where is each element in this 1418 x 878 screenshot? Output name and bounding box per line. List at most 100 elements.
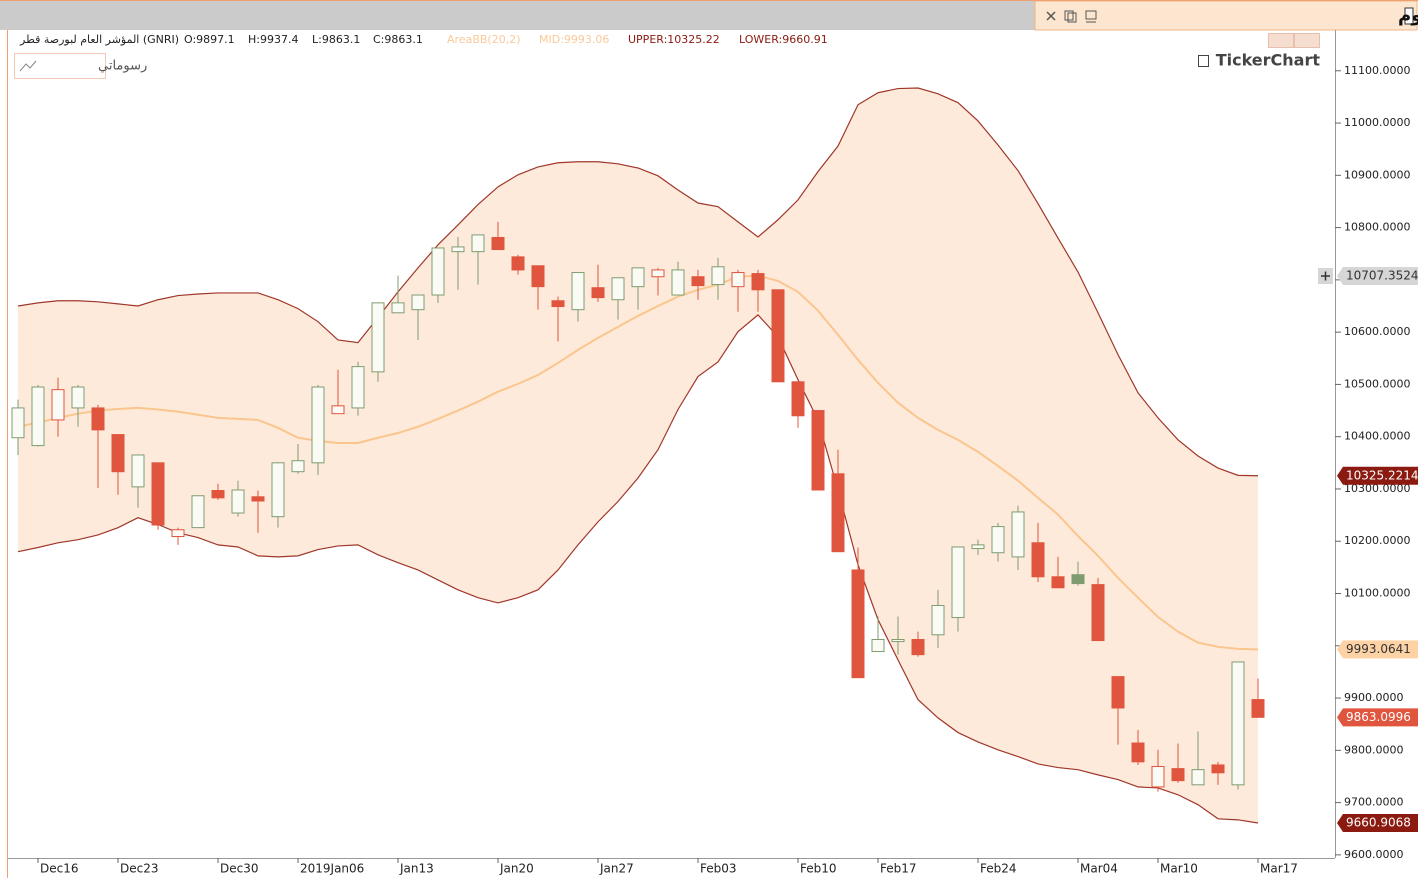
y-tick-label: 10100.0000 xyxy=(1344,587,1410,600)
candle-body xyxy=(631,267,645,288)
candle-body xyxy=(811,410,825,491)
candle-body xyxy=(231,489,245,514)
candle-body xyxy=(731,272,745,288)
price-tag xyxy=(1337,640,1418,659)
candle-body xyxy=(371,302,385,373)
candle-body xyxy=(1191,769,1205,786)
candle-body xyxy=(51,389,65,421)
checkbox[interactable] xyxy=(1404,7,1414,25)
window-title: المؤشر العام لبورصة قطر - يوم xyxy=(1398,5,1418,26)
candle-body xyxy=(1051,576,1065,589)
candle-body xyxy=(311,386,325,464)
candle-body xyxy=(791,381,805,417)
candle-body xyxy=(651,269,665,278)
candle-body xyxy=(151,462,165,526)
candle-body xyxy=(251,496,265,502)
legend-item: H:9937.4 xyxy=(248,33,298,46)
candle-body xyxy=(111,434,125,473)
x-tick-label: Feb24 xyxy=(980,862,1017,876)
candle-body xyxy=(291,460,305,473)
price-tag-label: 9863.0996 xyxy=(1346,710,1411,724)
candle-body xyxy=(571,272,585,311)
price-tag xyxy=(1337,267,1418,286)
x-tick-label: Mar17 xyxy=(1260,862,1298,876)
candle-body xyxy=(1211,764,1225,774)
price-tag-label: 10325.2214 xyxy=(1346,468,1418,482)
candle-body xyxy=(511,256,525,271)
title-bar xyxy=(0,0,1035,30)
candle-body xyxy=(831,473,845,553)
band-lower xyxy=(17,314,1259,824)
candle-body xyxy=(691,276,705,287)
legend-item: MID:9993.06 xyxy=(539,33,609,46)
candle-body xyxy=(931,605,945,636)
x-tick-label: Feb03 xyxy=(700,862,737,876)
candle-body xyxy=(1011,511,1025,558)
legend-item: AreaBB(20,2) xyxy=(447,33,520,46)
price-tag-label: 9660.9068 xyxy=(1346,816,1411,830)
legend-item: UPPER:10325.22 xyxy=(628,33,720,46)
candle-body xyxy=(591,287,605,299)
x-tick-label: Jan20 xyxy=(499,862,534,876)
drawings-button[interactable]: رسوماتي xyxy=(14,53,148,79)
legend-item: C:9863.1 xyxy=(373,33,423,46)
candle-body xyxy=(871,639,885,653)
candle-body xyxy=(1091,584,1105,642)
y-tick-label: 10500.0000 xyxy=(1344,377,1410,390)
legend-item: L:9863.1 xyxy=(312,33,360,46)
y-tick-label: 10300.0000 xyxy=(1344,482,1410,495)
x-tick-label: Mar04 xyxy=(1080,862,1118,876)
candle-body xyxy=(891,639,905,643)
candle-body xyxy=(211,490,225,499)
logo-icon xyxy=(1198,55,1209,67)
candle-body xyxy=(551,300,565,308)
candle-body xyxy=(391,302,405,314)
candle-body xyxy=(411,294,425,311)
candle-body xyxy=(991,526,1005,554)
y-tick-label: 10900.0000 xyxy=(1344,168,1410,181)
candle-body xyxy=(471,234,485,253)
price-tag xyxy=(1337,708,1418,727)
x-tick-label: Feb17 xyxy=(880,862,917,876)
candle-body xyxy=(1251,699,1265,718)
legend-item: المؤشر العام لبورصة قطر (GNRI) xyxy=(19,33,179,46)
plot-area xyxy=(11,87,1265,824)
title-box xyxy=(1034,0,1418,31)
y-tick-label: 10800.0000 xyxy=(1344,221,1410,234)
candle-body xyxy=(751,273,765,291)
candle-body xyxy=(191,495,205,529)
window-buttons[interactable] xyxy=(1064,10,1097,23)
candle-body xyxy=(911,639,925,656)
close-button[interactable] xyxy=(1046,11,1056,21)
x-tick-label: Feb10 xyxy=(800,862,837,876)
candle-body xyxy=(611,277,625,301)
y-tick-label: 10200.0000 xyxy=(1344,534,1410,547)
candle-body xyxy=(11,407,25,439)
candle-body xyxy=(271,462,285,518)
candle-body xyxy=(1231,661,1245,786)
candle-body xyxy=(331,405,345,415)
candle-body xyxy=(531,265,545,288)
candle-body xyxy=(31,386,45,447)
band-middle xyxy=(17,274,1259,651)
drawings-button-label[interactable]: رسوماتي xyxy=(98,59,147,74)
price-tag-label: 9993.0641 xyxy=(1346,642,1411,656)
y-tick-label: 9600.0000 xyxy=(1344,848,1404,861)
candle-body xyxy=(351,366,365,409)
x-tick-label: Jan13 xyxy=(399,862,434,876)
candle-body xyxy=(171,529,185,538)
price-tag xyxy=(1337,814,1418,833)
candle-body xyxy=(1111,676,1125,709)
y-tick-label: 9900.0000 xyxy=(1344,691,1404,704)
candle-body xyxy=(671,269,685,296)
watermark: TickerChart xyxy=(1216,51,1321,70)
candle-body xyxy=(971,544,985,550)
candle-body xyxy=(131,454,145,488)
candle-body xyxy=(431,247,445,296)
legend-item: O:9897.1 xyxy=(184,33,235,46)
candle-body xyxy=(91,407,105,431)
candle-body xyxy=(771,289,785,383)
panel-buttons[interactable] xyxy=(1268,33,1320,48)
candle-body xyxy=(1171,768,1185,782)
